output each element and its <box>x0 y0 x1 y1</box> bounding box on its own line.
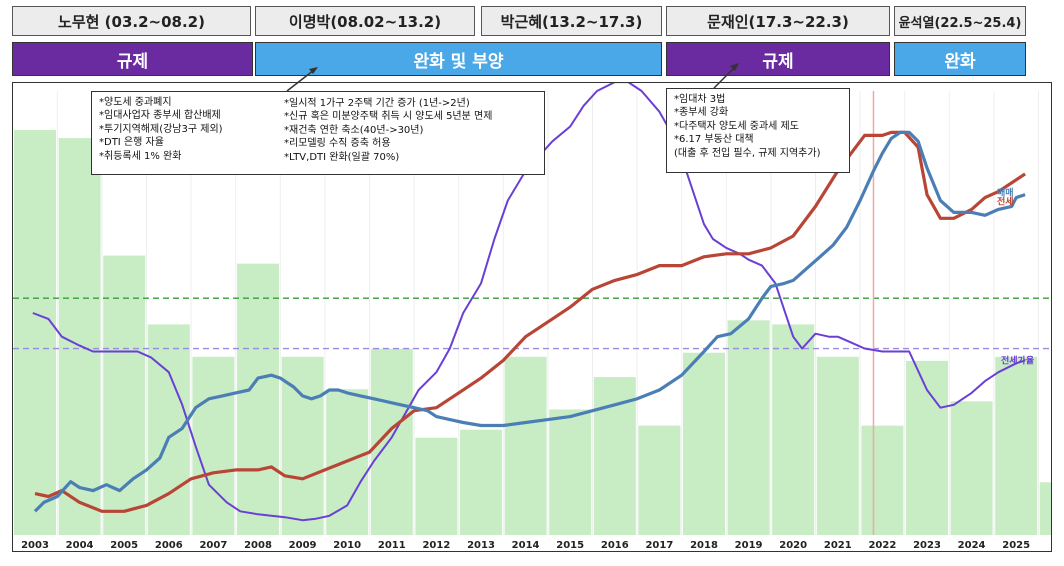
x-tick-2007: 2007 <box>199 540 227 551</box>
bar-2019 <box>727 320 770 535</box>
bar-2018 <box>683 352 725 535</box>
x-tick-2016: 2016 <box>601 540 629 551</box>
policy-regulation-roh: 규제 <box>12 42 253 76</box>
bar-2022 <box>861 425 904 535</box>
note-lee-line-3: *재건축 연한 축소(40년->30년) <box>284 124 424 136</box>
x-tick-2006: 2006 <box>155 540 183 551</box>
bar-2015 <box>549 409 592 535</box>
note-moon-line-3: *다주택자 양도세 중과세 제도 <box>674 120 799 132</box>
note-lee-line-1: *일시적 1가구 2주택 기간 증가 (1년->2년) <box>284 98 470 109</box>
label-jeonse: 전세 <box>997 196 1014 208</box>
era-header-roh: 노무현 (03.2~08.2) <box>12 6 251 36</box>
x-tick-2012: 2012 <box>422 540 450 551</box>
x-tick-2003: 2003 <box>21 540 49 551</box>
note-moon-line-4: *6.17 부동산 대책 <box>674 134 754 146</box>
bar-2023 <box>906 360 948 535</box>
x-tick-2015: 2015 <box>556 540 584 551</box>
policy-relaxation-lee-park: 완화 및 부양 <box>255 42 662 76</box>
x-tick-2010: 2010 <box>333 540 361 551</box>
bar-2013 <box>460 429 502 535</box>
era-header-yoon: 윤석열(22.5~25.4) <box>894 6 1026 36</box>
x-tick-2008: 2008 <box>244 540 272 551</box>
label-jeonse-ratio: 전세가율 <box>1001 354 1034 366</box>
bar-2005 <box>103 255 146 536</box>
note-roh-line-4: *DTI 은행 자율 <box>99 137 164 149</box>
bar-2003 <box>14 130 56 535</box>
note-lee-line-4: *리모델링 수직 증축 허용 <box>284 138 391 150</box>
bar-2009 <box>281 356 324 535</box>
bar-2025 <box>995 356 1038 535</box>
note-moon-line-1: *임대차 3법 <box>674 94 726 105</box>
bar-2017 <box>638 425 681 535</box>
era-header-moon: 문재인(17.3~22.3) <box>666 6 890 36</box>
note-box-moon: *임대차 3법 *종부세 강화 *다주택자 양도세 중과세 제도 *6.17 부… <box>666 88 850 173</box>
x-tick-2020: 2020 <box>779 540 807 551</box>
x-tick-2017: 2017 <box>645 540 673 551</box>
line-sale-price <box>33 130 1026 513</box>
note-roh-line-1: *양도세 중과폐지 <box>99 97 172 108</box>
note-box-roh: *양도세 중과폐지 *임대사업자 종부세 합산배제 *투기지역해제(강남3구 제… <box>91 91 545 175</box>
x-tick-2024: 2024 <box>958 540 986 551</box>
x-tick-2018: 2018 <box>690 540 718 551</box>
note-roh-line-3: *투기지역해제(강남3구 제외) <box>99 123 223 135</box>
note-lee-line-2: *신규 혹은 미분양주택 취득 시 양도세 5년분 면제 <box>284 111 493 123</box>
x-tick-2004: 2004 <box>66 540 94 551</box>
bar-2006 <box>147 324 190 535</box>
era-header-park: 박근혜(13.2~17.3) <box>481 6 662 36</box>
note-box-lee: *일시적 1가구 2주택 기간 증가 (1년->2년) *신규 혹은 미분양주택… <box>279 95 541 169</box>
x-tick-2014: 2014 <box>512 540 540 551</box>
x-tick-2005: 2005 <box>110 540 138 551</box>
label-sale: 매매 <box>997 187 1014 199</box>
bar-2008 <box>237 263 279 535</box>
bar-2007 <box>192 356 235 535</box>
bar-2014 <box>504 356 547 535</box>
note-moon-line-5: (대출 후 전입 필수, 규제 지역추가) <box>674 147 821 159</box>
x-tick-2019: 2019 <box>735 540 763 551</box>
policy-regulation-moon: 규제 <box>666 42 890 76</box>
x-tick-2013: 2013 <box>467 540 495 551</box>
x-tick-2025: 2025 <box>1002 540 1030 551</box>
bar-2024 <box>950 401 993 535</box>
note-moon-line-2: *종부세 강화 <box>674 107 729 119</box>
policy-relaxation-yoon: 완화 <box>894 42 1026 76</box>
bar-2012 <box>415 437 458 535</box>
note-roh-line-5: *취등록세 1% 완화 <box>99 150 182 162</box>
x-tick-2011: 2011 <box>378 540 406 551</box>
x-tick-2022: 2022 <box>868 540 896 551</box>
x-tick-2023: 2023 <box>913 540 941 551</box>
bar-2021 <box>816 356 859 535</box>
x-tick-2009: 2009 <box>289 540 317 551</box>
bar-2026 <box>1039 482 1051 535</box>
bar-2020 <box>772 324 815 535</box>
bar-2004 <box>58 138 101 535</box>
note-roh-line-2: *임대사업자 종부세 합산배제 <box>99 110 221 122</box>
line-jeonse-ratio <box>32 83 1026 522</box>
era-header-lee: 이명박(08.02~13.2) <box>255 6 475 36</box>
line-jeonse-price <box>34 130 1026 513</box>
x-tick-2021: 2021 <box>824 540 852 551</box>
note-lee-line-5: *LTV,DTI 완화(일괄 70%) <box>284 151 400 163</box>
